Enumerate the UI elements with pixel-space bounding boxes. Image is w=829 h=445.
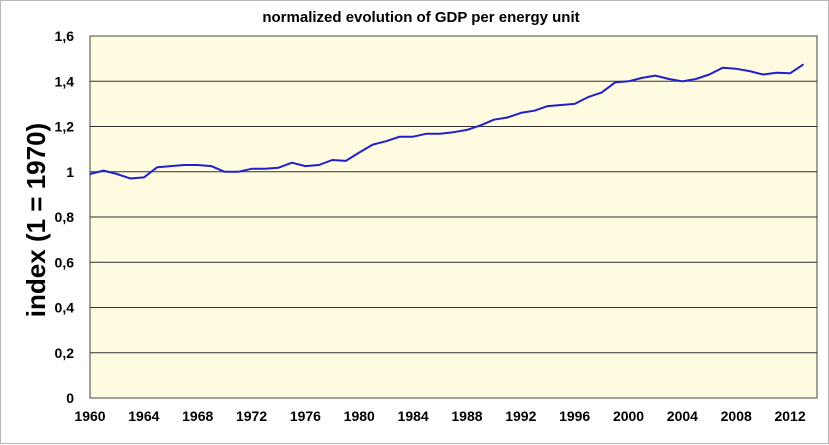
y-axis-label: index (1 = 1970)	[21, 123, 51, 317]
x-tick-label: 1988	[451, 408, 482, 424]
x-tick-label: 2004	[667, 408, 698, 424]
series-line	[89, 63, 805, 180]
y-tick-label: 0,2	[55, 345, 75, 361]
y-tick-labels: 0 0,2 0,4 0,6 0,8 1 1,2 1,4 1,6	[55, 28, 75, 406]
x-tick-label: 1960	[74, 408, 105, 424]
x-tick-label: 1992	[505, 408, 536, 424]
y-tick-label: 0,8	[55, 209, 75, 225]
x-tick-label: 1996	[559, 408, 590, 424]
x-tick-label: 2012	[774, 408, 805, 424]
x-tick-label: 1972	[236, 408, 267, 424]
x-tick-label: 1980	[344, 408, 375, 424]
x-tick-label: 1984	[398, 408, 429, 424]
x-tick-labels: 1960 1964 1968 1972 1976 1980 1984 1988 1992 1996…	[74, 408, 805, 424]
chart-title: normalized evolution of GDP per energy u…	[262, 9, 579, 26]
x-tick-label: 1968	[182, 408, 213, 424]
gridlines	[90, 80, 817, 354]
x-tick-label: 1976	[290, 408, 321, 424]
y-tick-label: 1	[66, 164, 74, 180]
y-tick-label: 1,6	[55, 28, 75, 44]
x-tick-label: 1964	[128, 408, 159, 424]
y-tick-label: 1,4	[55, 73, 75, 89]
y-tick-label: 0,6	[55, 254, 75, 270]
y-tick-label: 1,2	[55, 119, 75, 135]
y-tick-label: 0	[66, 390, 74, 406]
x-tick-label: 2008	[721, 408, 752, 424]
y-tick-label: 0,4	[55, 300, 75, 316]
x-tick-label: 2000	[613, 408, 644, 424]
